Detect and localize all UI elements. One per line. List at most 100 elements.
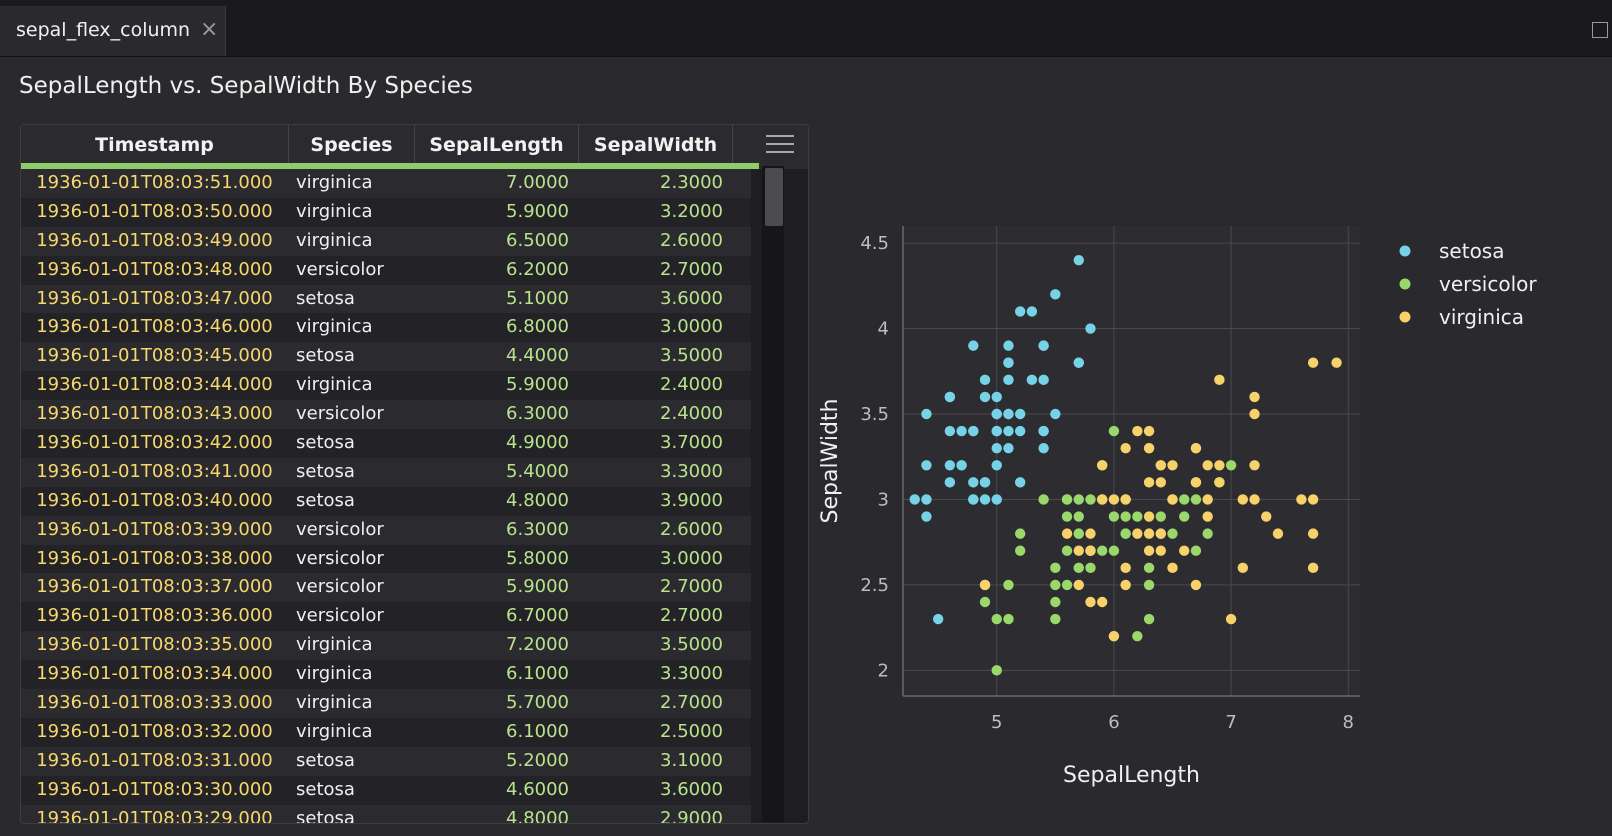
data-point-virginica xyxy=(1237,494,1249,505)
data-point-setosa xyxy=(944,391,956,403)
tab-sepal-flex-column[interactable]: sepal_flex_column × xyxy=(0,6,226,56)
data-point-versicolor xyxy=(991,613,1002,625)
data-point-setosa xyxy=(979,494,991,505)
cell-timestamp: 1936-01-01T08:03:38.000 xyxy=(36,547,273,569)
table-row[interactable]: 1936-01-01T08:03:50.000 virginica 5.9000 3.… xyxy=(21,197,751,227)
cell-sepalwidth: 3.2000 xyxy=(660,200,723,222)
data-point-versicolor xyxy=(1038,494,1049,505)
data-point-setosa xyxy=(1026,374,1038,386)
cell-species: virginica xyxy=(296,316,373,338)
table-row[interactable]: 1936-01-01T08:03:45.000 setosa 4.4000 3.500… xyxy=(21,342,751,372)
data-point-versicolor xyxy=(1108,425,1120,437)
data-point-setosa xyxy=(921,494,932,505)
data-point-versicolor xyxy=(1061,579,1073,591)
cell-timestamp: 1936-01-01T08:03:32.000 xyxy=(36,720,273,742)
data-point-virginica xyxy=(1132,425,1143,437)
y-tick-label: 2.5 xyxy=(860,575,889,596)
vertical-scrollbar[interactable] xyxy=(762,166,784,822)
table-row[interactable]: 1936-01-01T08:03:41.000 setosa 5.4000 3.300… xyxy=(21,457,751,487)
cell-species: setosa xyxy=(296,749,355,771)
table-row[interactable]: 1936-01-01T08:03:48.000 versicolor 6.2000 2… xyxy=(21,255,751,285)
table-row[interactable]: 1936-01-01T08:03:39.000 versicolor 6.3000 2… xyxy=(21,515,751,545)
data-point-setosa xyxy=(1014,477,1026,488)
plot-area xyxy=(903,226,1360,696)
close-icon[interactable]: × xyxy=(200,17,219,42)
table-row[interactable]: 1936-01-01T08:03:43.000 versicolor 6.3000 2… xyxy=(21,400,751,430)
data-point-setosa xyxy=(1038,442,1049,454)
data-point-setosa xyxy=(1038,374,1049,386)
cell-sepallength: 5.8000 xyxy=(506,547,569,569)
column-header-sepallength[interactable]: SepalLength xyxy=(415,125,579,165)
cell-sepalwidth: 2.6000 xyxy=(660,518,723,540)
cell-sepalwidth: 3.0000 xyxy=(660,316,723,338)
table-row[interactable]: 1936-01-01T08:03:35.000 virginica 7.2000 3.… xyxy=(21,631,751,661)
table-row[interactable]: 1936-01-01T08:03:51.000 virginica 7.0000 2.… xyxy=(21,169,751,198)
data-point-virginica xyxy=(1225,613,1237,625)
data-point-versicolor xyxy=(1061,494,1073,505)
data-point-versicolor xyxy=(1014,545,1026,556)
data-point-setosa xyxy=(991,442,1002,454)
data-point-virginica xyxy=(1132,528,1143,539)
data-point-setosa xyxy=(979,477,991,488)
table-row[interactable]: 1936-01-01T08:03:38.000 versicolor 5.8000 3… xyxy=(21,544,751,574)
table-row[interactable]: 1936-01-01T08:03:33.000 virginica 5.7000 2.… xyxy=(21,689,751,718)
cell-sepalwidth: 3.5000 xyxy=(660,634,723,656)
table-menu-button[interactable] xyxy=(759,125,808,169)
data-point-versicolor xyxy=(1014,528,1026,539)
y-tick-label: 3.5 xyxy=(860,404,889,425)
data-point-virginica xyxy=(1307,562,1319,574)
data-point-setosa xyxy=(944,477,956,488)
column-header-timestamp[interactable]: Timestamp xyxy=(21,125,289,165)
data-point-virginica xyxy=(1143,528,1155,539)
table-row[interactable]: 1936-01-01T08:03:46.000 virginica 6.8000 3.… xyxy=(21,313,751,343)
column-header-species[interactable]: Species xyxy=(289,125,415,165)
table-row[interactable]: 1936-01-01T08:03:36.000 versicolor 6.7000 2… xyxy=(21,602,751,632)
scrollbar-thumb[interactable] xyxy=(765,168,783,226)
table-row[interactable]: 1936-01-01T08:03:40.000 setosa 4.8000 3.900… xyxy=(21,486,751,516)
table-row[interactable]: 1936-01-01T08:03:37.000 versicolor 5.9000 2… xyxy=(21,573,751,603)
maximize-icon[interactable] xyxy=(1592,22,1608,38)
data-point-virginica xyxy=(1143,545,1155,556)
data-point-versicolor xyxy=(1085,494,1096,505)
data-point-versicolor xyxy=(1179,494,1190,505)
cell-species: setosa xyxy=(296,460,355,482)
cell-sepallength: 6.2000 xyxy=(506,258,569,280)
data-point-setosa xyxy=(1003,442,1014,454)
cell-species: virginica xyxy=(296,200,373,222)
table-row[interactable]: 1936-01-01T08:03:44.000 virginica 5.9000 2.… xyxy=(21,371,751,401)
cell-sepallength: 4.6000 xyxy=(506,778,569,800)
data-point-virginica xyxy=(1214,374,1225,386)
y-tick-label: 2 xyxy=(878,660,889,681)
table-row[interactable]: 1936-01-01T08:03:29.000 setosa 4.8000 2.900… xyxy=(21,804,751,824)
data-point-versicolor xyxy=(1073,562,1084,574)
cell-timestamp: 1936-01-01T08:03:51.000 xyxy=(36,172,273,193)
column-header-sepalwidth[interactable]: SepalWidth xyxy=(579,125,733,165)
hamburger-menu-icon[interactable] xyxy=(766,135,794,155)
cell-sepalwidth: 2.9000 xyxy=(660,807,723,824)
cell-sepallength: 4.4000 xyxy=(506,345,569,367)
data-point-virginica xyxy=(1307,528,1319,539)
cell-sepallength: 5.7000 xyxy=(506,692,569,714)
x-tick-label: 6 xyxy=(1108,712,1119,733)
cell-sepallength: 5.9000 xyxy=(506,200,569,222)
table-row[interactable]: 1936-01-01T08:03:47.000 setosa 5.1000 3.600… xyxy=(21,284,751,314)
data-point-versicolor xyxy=(1143,613,1155,625)
data-point-virginica xyxy=(1214,477,1225,488)
cell-sepalwidth: 2.5000 xyxy=(660,720,723,742)
table-row[interactable]: 1936-01-01T08:03:34.000 virginica 6.1000 3.… xyxy=(21,660,751,690)
table-row[interactable]: 1936-01-01T08:03:42.000 setosa 4.9000 3.700… xyxy=(21,429,751,458)
cell-sepallength: 6.5000 xyxy=(506,229,569,251)
data-point-versicolor xyxy=(1190,545,1202,556)
cell-species: virginica xyxy=(296,692,373,714)
table-row[interactable]: 1936-01-01T08:03:49.000 virginica 6.5000 2.… xyxy=(21,226,751,256)
cell-species: versicolor xyxy=(296,518,384,540)
data-point-virginica xyxy=(1097,494,1108,505)
table-row[interactable]: 1936-01-01T08:03:32.000 virginica 6.1000 2.… xyxy=(21,717,751,747)
data-point-virginica xyxy=(1120,442,1131,454)
cell-sepalwidth: 3.6000 xyxy=(660,778,723,800)
cell-sepalwidth: 2.4000 xyxy=(660,403,723,425)
table-row[interactable]: 1936-01-01T08:03:31.000 setosa 5.2000 3.100… xyxy=(21,746,751,776)
table-row[interactable]: 1936-01-01T08:03:30.000 setosa 4.6000 3.600… xyxy=(21,775,751,805)
x-tick-label: 5 xyxy=(991,712,1002,733)
cell-sepallength: 5.2000 xyxy=(506,749,569,771)
